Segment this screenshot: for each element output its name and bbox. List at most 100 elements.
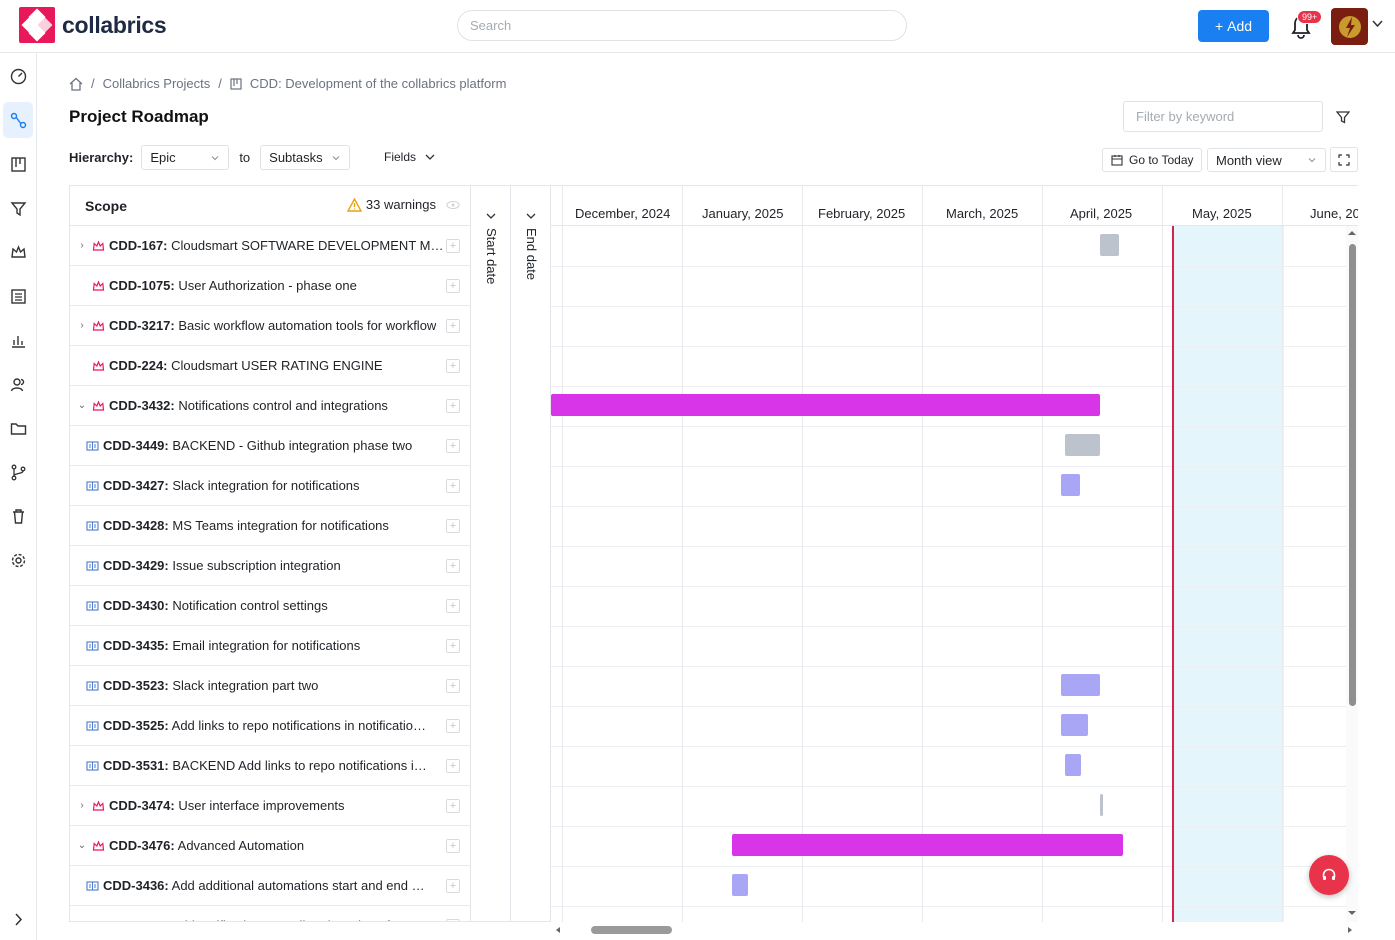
gantt-bar[interactable] — [1061, 474, 1080, 496]
dashboard-icon[interactable] — [3, 58, 33, 94]
scroll-right-icon[interactable] — [1345, 925, 1355, 935]
expand-chevron-icon[interactable]: › — [80, 800, 84, 811]
gantt-bar[interactable] — [1061, 674, 1100, 696]
vertical-scrollbar[interactable] — [1346, 226, 1358, 922]
scope-row-label[interactable]: CDD-3476: Advanced Automation — [109, 838, 304, 853]
scope-row[interactable]: CDD-3435: Email integration for notifica… — [70, 626, 470, 666]
add-child-icon[interactable]: + — [446, 919, 460, 921]
add-child-icon[interactable]: + — [446, 279, 460, 293]
fullscreen-button[interactable] — [1330, 147, 1358, 172]
scope-row-label[interactable]: CDD-224: Cloudsmart USER RATING ENGINE — [109, 358, 383, 373]
add-child-icon[interactable]: + — [446, 599, 460, 613]
gantt-bar[interactable] — [732, 834, 1123, 856]
warnings-indicator[interactable]: 33 warnings — [346, 197, 460, 212]
start-date-column[interactable]: Start date — [471, 185, 511, 922]
scope-row-label[interactable]: CDD-1075: User Authorization - phase one — [109, 278, 357, 293]
scope-row[interactable]: ⌄ CDD-3432: Notifications control and int… — [70, 386, 470, 426]
gantt-bar[interactable] — [551, 394, 1100, 416]
collapse-chevron-icon[interactable]: ⌄ — [77, 840, 87, 851]
roadmap-icon[interactable] — [3, 102, 33, 138]
scope-row-label[interactable]: CDD-3442: Add notifications, email and U… — [103, 918, 427, 921]
settings-gear-icon[interactable] — [3, 542, 33, 578]
scope-row-label[interactable]: CDD-3435: Email integration for notifica… — [103, 638, 360, 653]
reports-chart-icon[interactable] — [3, 322, 33, 358]
add-child-icon[interactable]: + — [446, 879, 460, 893]
scope-row[interactable]: CDD-3525: Add links to repo notification… — [70, 706, 470, 746]
add-child-icon[interactable]: + — [446, 359, 460, 373]
scope-row-label[interactable]: CDD-3449: BACKEND - Github integration p… — [103, 438, 412, 453]
scope-row[interactable]: › CDD-167: Cloudsmart SOFTWARE DEVELOPMEN… — [70, 226, 470, 266]
scope-row[interactable]: CDD-3531: BACKEND Add links to repo noti… — [70, 746, 470, 786]
add-child-icon[interactable]: + — [446, 519, 460, 533]
scope-row-label[interactable]: CDD-3427: Slack integration for notifica… — [103, 478, 360, 493]
expand-chevron-icon[interactable]: › — [80, 320, 84, 331]
scope-row-label[interactable]: CDD-3430: Notification control settings — [103, 598, 328, 613]
trash-icon[interactable] — [3, 498, 33, 534]
scope-row[interactable]: › CDD-3474: User interface improvements + — [70, 786, 470, 826]
vertical-scrollbar-thumb[interactable] — [1349, 244, 1356, 706]
gantt-bar[interactable] — [1100, 794, 1103, 816]
scope-row-label[interactable]: CDD-3474: User interface improvements — [109, 798, 345, 813]
keyword-filter-input[interactable]: Filter by keyword — [1123, 101, 1323, 132]
gantt-bar[interactable] — [1065, 434, 1100, 456]
add-child-icon[interactable]: + — [446, 719, 460, 733]
backlog-list-icon[interactable] — [3, 278, 33, 314]
scope-row-label[interactable]: CDD-3525: Add links to repo notification… — [103, 718, 426, 733]
avatar[interactable] — [1331, 8, 1368, 45]
folder-icon[interactable] — [3, 410, 33, 446]
scope-row[interactable]: CDD-3523: Slack integration part two + — [70, 666, 470, 706]
gantt-timeline[interactable]: December, 2024 January, 2025 February, 2… — [551, 185, 1358, 922]
search-input[interactable]: Search — [457, 10, 907, 41]
gantt-bar[interactable] — [1061, 714, 1088, 736]
go-to-today-button[interactable]: Go to Today — [1102, 148, 1202, 172]
help-support-button[interactable] — [1309, 855, 1349, 895]
add-child-icon[interactable]: + — [446, 559, 460, 573]
scope-row-label[interactable]: CDD-3436: Add additional automations sta… — [103, 878, 425, 893]
scope-row[interactable]: CDD-3429: Issue subscription integration… — [70, 546, 470, 586]
view-mode-select[interactable]: Month view — [1207, 148, 1326, 172]
scope-row-label[interactable]: CDD-167: Cloudsmart SOFTWARE DEVELOPMENT… — [109, 238, 443, 253]
chevron-down-icon[interactable] — [525, 210, 537, 222]
add-child-icon[interactable]: + — [446, 759, 460, 773]
end-date-column[interactable]: End date — [511, 185, 551, 922]
add-child-icon[interactable]: + — [446, 239, 460, 253]
hierarchy-from-select[interactable]: Epic — [141, 145, 230, 170]
fields-button[interactable]: Fields — [384, 150, 436, 164]
filter-icon[interactable] — [1336, 110, 1350, 124]
add-child-icon[interactable]: + — [446, 799, 460, 813]
scope-row-label[interactable]: CDD-3523: Slack integration part two — [103, 678, 318, 693]
scroll-left-icon[interactable] — [553, 925, 563, 935]
chevron-down-icon[interactable] — [485, 210, 497, 222]
scope-row-label[interactable]: CDD-3428: MS Teams integration for notif… — [103, 518, 389, 533]
gantt-bar[interactable] — [1065, 754, 1081, 776]
scroll-up-icon[interactable] — [1346, 228, 1358, 238]
add-child-icon[interactable]: + — [446, 439, 460, 453]
add-child-icon[interactable]: + — [446, 679, 460, 693]
scope-row[interactable]: CDD-3427: Slack integration for notifica… — [70, 466, 470, 506]
scope-row[interactable]: CDD-1075: User Authorization - phase one… — [70, 266, 470, 306]
epics-crown-icon[interactable] — [3, 234, 33, 270]
expand-chevron-icon[interactable]: › — [80, 240, 84, 251]
scope-row[interactable]: CDD-3442: Add notifications, email and U… — [70, 906, 470, 921]
scope-row[interactable]: CDD-3436: Add additional automations sta… — [70, 866, 470, 906]
scope-row[interactable]: CDD-3449: BACKEND - Github integration p… — [70, 426, 470, 466]
scope-row[interactable]: › CDD-3217: Basic workflow automation too… — [70, 306, 470, 346]
scope-row-label[interactable]: CDD-3432: Notifications control and inte… — [109, 398, 388, 413]
add-child-icon[interactable]: + — [446, 639, 460, 653]
filter-icon[interactable] — [3, 190, 33, 226]
breadcrumb-item-projects[interactable]: Collabrics Projects — [102, 76, 211, 91]
board-icon[interactable] — [3, 146, 33, 182]
scope-row[interactable]: CDD-224: Cloudsmart USER RATING ENGINE + — [70, 346, 470, 386]
add-button[interactable]: + Add — [1198, 10, 1269, 42]
scope-row[interactable]: CDD-3428: MS Teams integration for notif… — [70, 506, 470, 546]
breadcrumb-item-project[interactable]: CDD: Development of the collabrics platf… — [249, 76, 507, 91]
gantt-bar[interactable] — [1100, 234, 1119, 256]
chevron-down-icon[interactable] — [1371, 17, 1384, 30]
team-users-icon[interactable] — [3, 366, 33, 402]
home-icon[interactable] — [69, 77, 83, 91]
collapse-chevron-icon[interactable]: ⌄ — [77, 400, 87, 411]
scope-row-label[interactable]: CDD-3429: Issue subscription integration — [103, 558, 341, 573]
scroll-down-icon[interactable] — [1346, 908, 1358, 918]
scope-row[interactable]: CDD-3430: Notification control settings + — [70, 586, 470, 626]
scope-row-label[interactable]: CDD-3217: Basic workflow automation tool… — [109, 318, 436, 333]
